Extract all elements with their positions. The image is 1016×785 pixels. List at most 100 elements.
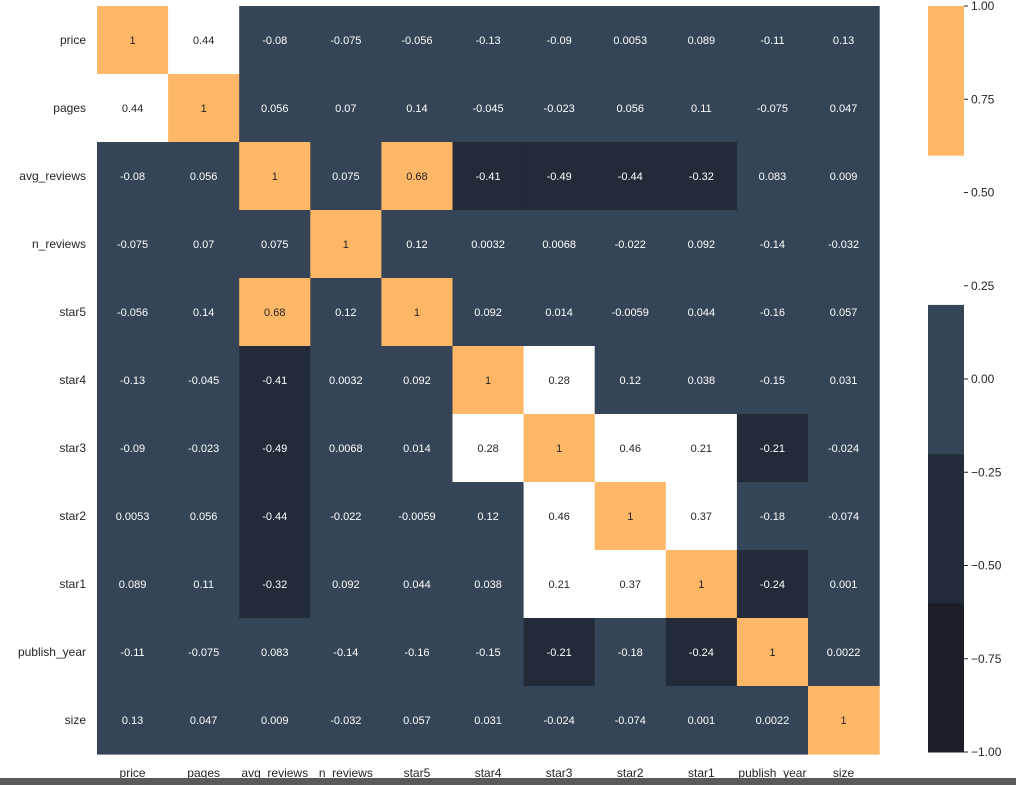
- y-tick-label: star4: [59, 373, 86, 387]
- heatmap-cell-price-pages: [168, 6, 240, 75]
- heatmap-cell-price-star5: [381, 6, 454, 75]
- cell-value-label: -0.075: [330, 35, 361, 47]
- cell-value-label: 0.038: [474, 579, 502, 591]
- heatmap-cells: 1 0.44 -0.08 -0.075 -0.056 -0.13 -0.09 0.0053 0.…: [97, 6, 880, 755]
- colorbar-segment: [928, 304, 964, 455]
- heatmap-cell-publish_year-publish_year: [736, 618, 809, 687]
- heatmap-cell-star2-star3: [523, 482, 596, 551]
- heatmap-cell-star2-avg_reviews: [239, 482, 311, 551]
- cell-value-label: 0.07: [335, 103, 356, 115]
- heatmap-cell-star1-star5: [381, 550, 454, 619]
- cell-value-label: -0.0059: [398, 511, 435, 523]
- cell-value-label: -0.075: [188, 647, 219, 659]
- cell-value-label: 0.014: [545, 307, 573, 319]
- cell-value-label: 0.083: [261, 647, 289, 659]
- cell-value-label: 0.12: [477, 511, 498, 523]
- y-tick-label: pages: [53, 101, 86, 115]
- cell-value-label: 1: [556, 443, 562, 455]
- heatmap-cell-avg_reviews-star1: [665, 142, 738, 211]
- heatmap-cell-pages-publish_year: [736, 74, 809, 143]
- heatmap-cell-star4-star4: [452, 346, 525, 415]
- heatmap-cell-n_reviews-size: [808, 210, 880, 279]
- cell-value-label: 0.14: [193, 307, 214, 319]
- y-tick-label: star3: [59, 441, 86, 455]
- cell-value-label: 1: [485, 375, 491, 387]
- heatmap-cell-pages-star3: [523, 74, 596, 143]
- heatmap-cell-star3-price: [97, 414, 169, 483]
- heatmap-cell-price-size: [808, 6, 880, 75]
- heatmap-cell-n_reviews-price: [97, 210, 169, 279]
- heatmap-cell-star5-star5: [381, 278, 454, 347]
- y-tick-label: price: [60, 33, 86, 47]
- heatmap-cell-star5-star2: [594, 278, 667, 347]
- heatmap-cell-star5-avg_reviews: [239, 278, 311, 347]
- cell-value-label: -0.11: [760, 35, 784, 47]
- cell-value-label: 1: [414, 307, 420, 319]
- colorbar-tick-label: 0.00: [971, 372, 995, 386]
- heatmap-cell-star2-pages: [168, 482, 240, 551]
- heatmap-cell-size-price: [97, 686, 169, 755]
- heatmap-cell-star4-star1: [665, 346, 738, 415]
- window-bottom-edge: [0, 778, 1016, 785]
- heatmap-cell-price-publish_year: [736, 6, 809, 75]
- heatmap-cell-star5-pages: [168, 278, 240, 347]
- x-tick-labels: price pages avg_reviews n_reviews star5 star4…: [120, 766, 855, 780]
- cell-value-label: -0.18: [618, 647, 643, 659]
- heatmap-cell-star5-size: [808, 278, 880, 347]
- heatmap-cell-star5-star1: [665, 278, 738, 347]
- heatmap-cell-price-price: [97, 6, 169, 75]
- heatmap-cell-publish_year-n_reviews: [310, 618, 382, 687]
- cell-value-label: -0.022: [330, 511, 361, 523]
- heatmap-cell-publish_year-avg_reviews: [239, 618, 311, 687]
- heatmap-cell-star1-publish_year: [736, 550, 809, 619]
- heatmap-cell-size-avg_reviews: [239, 686, 311, 755]
- cell-value-label: 0.0022: [827, 647, 861, 659]
- heatmap-cell-avg_reviews-n_reviews: [310, 142, 382, 211]
- x-tick-label: star3: [546, 766, 573, 780]
- heatmap-cell-n_reviews-star3: [523, 210, 596, 279]
- y-tick-label: publish_year: [18, 645, 86, 659]
- cell-value-label: 1: [627, 511, 633, 523]
- cell-value-label: -0.49: [262, 443, 287, 455]
- y-tick-labels: price pages avg_reviews n_reviews star5 star4…: [18, 33, 86, 727]
- cell-value-label: 0.37: [691, 511, 712, 523]
- x-tick-label: star2: [617, 766, 644, 780]
- heatmap-cell-star2-price: [97, 482, 169, 551]
- heatmap-cell-pages-price: [97, 74, 169, 143]
- cell-value-label: 0.0068: [542, 239, 576, 251]
- cell-value-label: 0.009: [261, 715, 289, 727]
- colorbar-tick-label: −0.25: [971, 465, 1002, 479]
- cell-value-label: -0.075: [117, 239, 148, 251]
- heatmap-cell-star3-publish_year: [736, 414, 809, 483]
- cell-value-label: 0.12: [406, 239, 427, 251]
- cell-value-label: 0.031: [474, 715, 502, 727]
- heatmap-cell-star4-price: [97, 346, 169, 415]
- heatmap-cell-size-n_reviews: [310, 686, 382, 755]
- heatmap-cell-price-star2: [594, 6, 667, 75]
- heatmap-cell-n_reviews-publish_year: [736, 210, 809, 279]
- cell-value-label: -0.21: [547, 647, 572, 659]
- cell-value-label: 0.047: [830, 103, 858, 115]
- colorbar-tick-label: 1.00: [971, 0, 995, 13]
- heatmap-cell-star1-price: [97, 550, 169, 619]
- x-tick-label: star5: [404, 766, 431, 780]
- heatmap-cell-star1-star3: [523, 550, 596, 619]
- x-tick-label: price: [120, 766, 146, 780]
- heatmap-cell-price-n_reviews: [310, 6, 382, 75]
- heatmap-cell-star1-size: [808, 550, 880, 619]
- cell-value-label: -0.045: [472, 103, 503, 115]
- heatmap-cell-star1-avg_reviews: [239, 550, 311, 619]
- heatmap-cell-publish_year-star4: [452, 618, 525, 687]
- heatmap-cell-pages-star4: [452, 74, 525, 143]
- cell-value-label: -0.15: [760, 375, 785, 387]
- cell-value-label: 0.12: [335, 307, 356, 319]
- cell-value-label: 0.092: [403, 375, 431, 387]
- cell-value-label: 1: [769, 647, 775, 659]
- cell-value-label: 0.038: [688, 375, 716, 387]
- heatmap-cell-star3-avg_reviews: [239, 414, 311, 483]
- heatmap-cell-size-pages: [168, 686, 240, 755]
- cell-value-label: -0.08: [262, 35, 287, 47]
- cell-value-label: 0.0053: [613, 35, 647, 47]
- cell-value-label: 0.083: [759, 171, 787, 183]
- cell-value-label: -0.032: [330, 715, 361, 727]
